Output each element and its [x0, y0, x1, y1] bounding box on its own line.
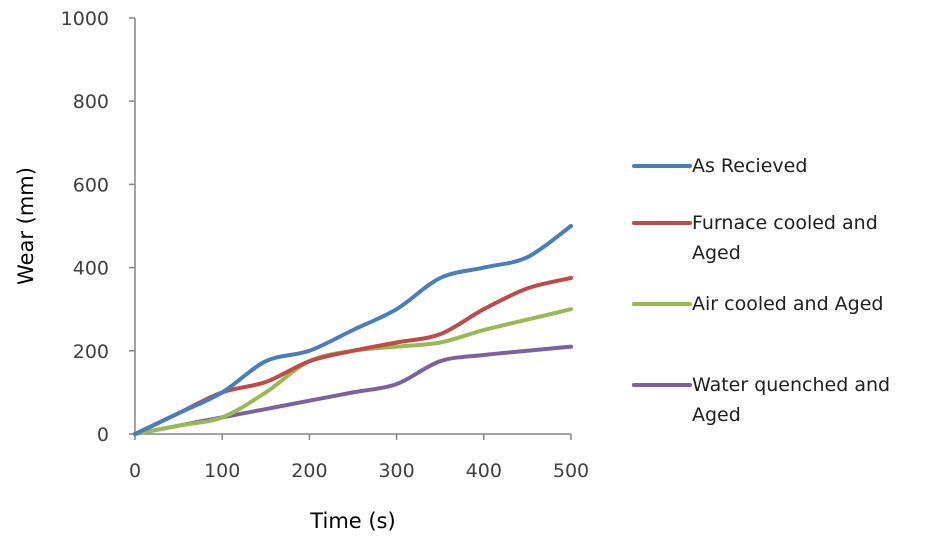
legend-label: Aged: [692, 404, 741, 426]
series-line-2: [133, 276, 573, 436]
x-axis-ticks: 0 100 200 300 400 500: [129, 434, 589, 482]
x-tick-label: 200: [291, 460, 327, 482]
x-tick-label: 500: [553, 460, 589, 482]
legend: As Recieved Furnace cooled and Aged Air coo…: [632, 155, 890, 426]
legend-label: Aged: [692, 242, 741, 264]
legend-item: As Recieved: [632, 155, 807, 177]
x-axis-title: Time (s): [309, 509, 395, 533]
legend-label: Air cooled and Aged: [692, 293, 883, 315]
legend-label: Water quenched and: [692, 374, 890, 396]
y-tick-label: 800: [73, 91, 109, 113]
y-tick-label: 400: [73, 258, 109, 280]
legend-item: Air cooled and Aged: [632, 293, 883, 315]
plot-area: 0 200 400 600 800 1000 0 100 200 300 400 500: [61, 8, 589, 482]
legend-label: Furnace cooled and: [692, 212, 878, 234]
y-axis-ticks: 0 200 400 600 800 1000: [61, 8, 135, 446]
x-tick-label: 0: [129, 460, 141, 482]
legend-label: As Recieved: [692, 155, 807, 177]
y-tick-label: 200: [73, 341, 109, 363]
x-tick-label: 400: [466, 460, 502, 482]
y-axis-title: Wear (mm): [14, 167, 38, 285]
y-tick-label: 1000: [61, 8, 109, 30]
y-tick-label: 600: [73, 174, 109, 196]
x-tick-label: 300: [378, 460, 414, 482]
series-line-1: [133, 224, 573, 436]
y-tick-label: 0: [97, 424, 109, 446]
legend-item: Furnace cooled and Aged: [632, 212, 878, 264]
series-layer: [133, 224, 573, 436]
legend-item: Water quenched and Aged: [632, 374, 890, 426]
x-tick-label: 100: [204, 460, 240, 482]
